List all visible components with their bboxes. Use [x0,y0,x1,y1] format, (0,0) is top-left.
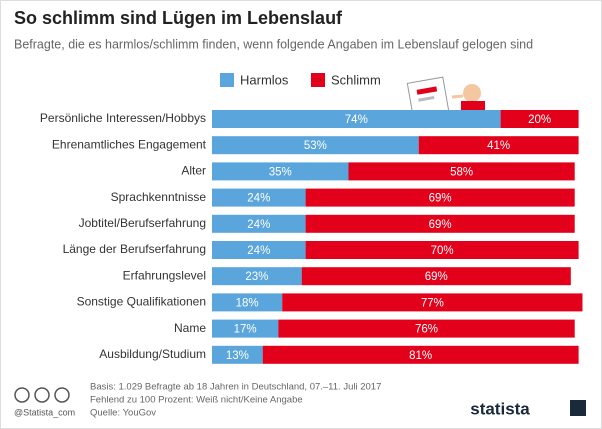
category-label: Länge der Berufserfahrung [63,242,206,256]
category-label: Ehrenamtliches Engagement [52,137,207,151]
footer-basis: Basis: 1.029 Befragte ab 18 Jahren in De… [90,382,381,393]
bar-segment [212,136,419,155]
bar-segment [500,110,579,128]
bar-segment [418,136,579,155]
category-label: Alter [181,164,206,178]
value-label: 69% [425,271,448,283]
value-label: 74% [345,114,368,126]
bar-segment [212,110,501,128]
logo-icon [570,400,586,416]
legend-label: Schlimm [331,72,381,87]
value-label: 35% [269,166,292,178]
chart-subtitle: Befragte, die es harmlos/schlimm finden,… [14,37,533,51]
value-label: 41% [487,140,510,152]
legend-label: Harmlos [240,72,289,87]
legend-swatch [220,73,234,87]
footer-note: Fehlend zu 100 Prozent: Weiß nicht/Keine… [90,395,303,406]
bar-segment [278,319,575,338]
bar-segment [212,241,306,259]
value-label: 77% [421,297,444,309]
bar-segment [305,241,579,259]
value-label: 18% [236,297,259,309]
value-label: 24% [247,245,270,257]
category-label: Name [174,321,206,335]
bar-segment [212,345,263,364]
value-label: 24% [247,193,270,205]
value-label: 58% [450,166,473,178]
bar-segment [262,345,579,364]
bar-segment [212,188,306,207]
footer-handle: @Statista_com [14,407,75,417]
category-label: Sonstige Qualifikationen [77,295,206,309]
chart-title: So schlimm sind Lügen im Lebenslauf [14,8,343,28]
value-label: 70% [431,245,454,257]
category-label: Persönliche Interessen/Hobbys [40,111,206,125]
value-label: 53% [304,140,327,152]
bar-segment [348,162,575,181]
value-label: 13% [226,350,249,362]
footer-source: Quelle: YouGov [90,408,156,419]
legend-swatch [311,73,325,87]
value-label: 69% [429,193,452,205]
footer: @Statista_com Basis: 1.029 Befragte ab 1… [14,382,586,419]
bar-segment [212,319,279,338]
bar-segment [212,293,283,312]
value-label: 76% [415,324,438,336]
category-label: Ausbildung/Studium [99,347,206,361]
value-label: 69% [429,219,452,231]
bar-segment [301,267,571,286]
value-label: 20% [528,114,551,126]
category-label: Sprachkenntnisse [111,190,207,204]
illustration [406,76,485,118]
value-label: 81% [409,350,432,362]
value-label: 23% [245,271,268,283]
bar-segment [305,188,575,207]
value-label: 17% [234,324,257,336]
category-label: Erfahrungslevel [123,268,206,282]
bar-segment [212,162,349,181]
category-label: Jobtitel/Berufserfahrung [79,216,206,230]
bar-segment [212,214,306,233]
value-label: 24% [247,219,270,231]
bar-segment [282,293,583,312]
bar-segment [212,267,302,286]
logo: statista [470,399,530,418]
bar-segment [305,214,575,233]
